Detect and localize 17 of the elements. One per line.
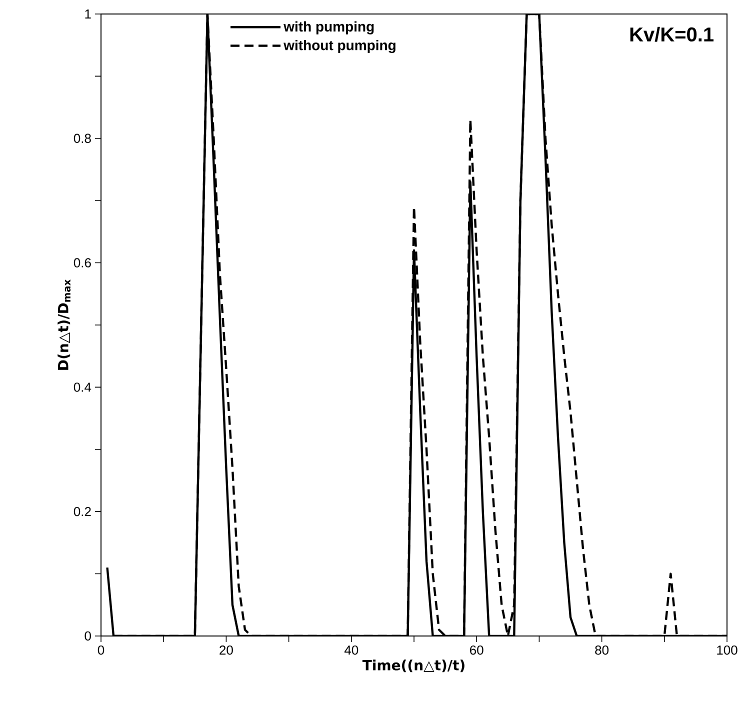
y-tick-label: 0.6 (74, 258, 91, 268)
annotation: Kv/K=0.1 (630, 26, 714, 42)
x-tick-label: 100 (717, 646, 738, 655)
x-tick-label: 20 (220, 646, 233, 655)
x-tick-label: 60 (470, 646, 484, 655)
y-tick-label: 0.4 (74, 382, 92, 392)
x-tick-label: 40 (344, 646, 358, 655)
y-tick-label: 0 (84, 631, 91, 641)
legend-label: without pumping (284, 40, 396, 54)
x-tick-label: 80 (595, 646, 609, 655)
y-tick-label: 1 (85, 10, 91, 18)
x-axis-title: Time((n△t)/t) (362, 660, 464, 672)
y-tick-label: 0.2 (74, 506, 91, 516)
x-tick-label: 0 (98, 646, 104, 655)
y-tick-label: 0.8 (74, 134, 91, 143)
y-axis-title: D(n△t)/D$_{max}$ (58, 280, 71, 370)
legend-label: with pumping (284, 21, 374, 34)
